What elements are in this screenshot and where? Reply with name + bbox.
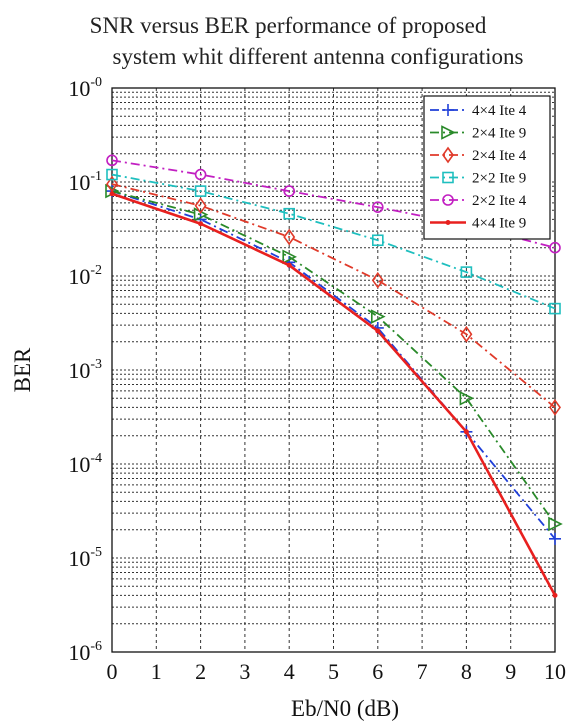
legend-marker [442, 104, 454, 116]
data-point [549, 241, 561, 254]
data-point [106, 168, 118, 181]
data-point [283, 207, 296, 220]
data-point [459, 391, 475, 406]
y-tick-label: 10-0 [68, 75, 102, 101]
data-point [106, 154, 118, 167]
series-line [111, 192, 557, 597]
legend: 4×4 Ite 4 2×4 Ite 9 2×4 Ite 4 2×2 Ite 9 2×2 … [423, 95, 551, 240]
data-point [549, 399, 561, 416]
chart-title-line-2: system whit different antenna configurat… [113, 44, 524, 69]
x-tick-label: 6 [372, 659, 383, 684]
data-point [371, 271, 384, 289]
data-point [549, 302, 561, 315]
series-2 [106, 175, 561, 416]
x-tick-label: 9 [505, 659, 516, 684]
y-tick-label: 10-2 [68, 263, 102, 289]
data-point [194, 168, 207, 181]
data-point [286, 262, 292, 268]
series-line [111, 173, 556, 310]
data-point [371, 309, 386, 324]
y-tick-label: 10-1 [68, 169, 102, 195]
series-line [111, 190, 556, 540]
y-tick-label: 10-4 [68, 451, 102, 477]
x-tick-label: 3 [239, 659, 250, 684]
legend-marker [442, 194, 454, 206]
data-point [552, 592, 558, 598]
legend-label: 4×4 Ite 9 [472, 216, 526, 232]
x-tick-label: 10 [544, 659, 566, 684]
data-point [198, 221, 204, 227]
legend-marker [441, 125, 456, 140]
series-line [111, 190, 556, 525]
x-tick-label: 8 [461, 659, 472, 684]
data-point [460, 266, 473, 278]
chart-title-line-1: SNR versus BER performance of proposed [90, 13, 487, 38]
data-point [109, 191, 115, 197]
data-point [460, 325, 473, 343]
y-tick-label: 10-3 [68, 357, 102, 383]
legend-label: 2×2 Ite 9 [472, 171, 526, 187]
legend-marker [442, 146, 454, 164]
legend-label: 2×2 Ite 4 [472, 193, 527, 209]
legend-label: 4×4 Ite 4 [472, 103, 527, 119]
data-point [283, 185, 296, 197]
y-tick-label: 10-5 [68, 545, 102, 571]
data-point [371, 234, 384, 247]
x-tick-label: 4 [284, 659, 295, 684]
data-point [371, 201, 384, 213]
data-point [283, 228, 296, 246]
data-point [194, 197, 207, 215]
data-point [549, 532, 561, 545]
x-axis-label: Eb/N0 (dB) [291, 696, 399, 721]
legend-label: 2×4 Ite 4 [472, 148, 527, 164]
x-tick-label: 0 [107, 659, 118, 684]
legend-marker [442, 171, 454, 184]
legend-box [423, 95, 551, 240]
data-point [106, 175, 118, 193]
data-point [463, 429, 469, 435]
series-5 [109, 191, 558, 598]
data-point [194, 185, 207, 197]
y-tick-label: 10-6 [68, 639, 102, 665]
data-point [375, 328, 381, 334]
x-tick-label: 1 [151, 659, 162, 684]
plot-area: 0 1 2 3 4 5 6 7 8 9 10 10-0 10-1 10-2 10-3 10-4 10-5 10-6… [68, 75, 566, 684]
plot-frame [111, 87, 556, 653]
series-line [111, 183, 556, 409]
series-3 [106, 168, 561, 315]
data-point [282, 249, 297, 265]
x-tick-label: 2 [195, 659, 206, 684]
legend-marker [445, 220, 451, 225]
x-tick-label: 5 [328, 659, 339, 684]
x-tick-label: 7 [417, 659, 428, 684]
legend-label: 2×4 Ite 9 [472, 126, 526, 142]
y-axis-label: BER [10, 347, 35, 392]
data-point [548, 516, 563, 532]
